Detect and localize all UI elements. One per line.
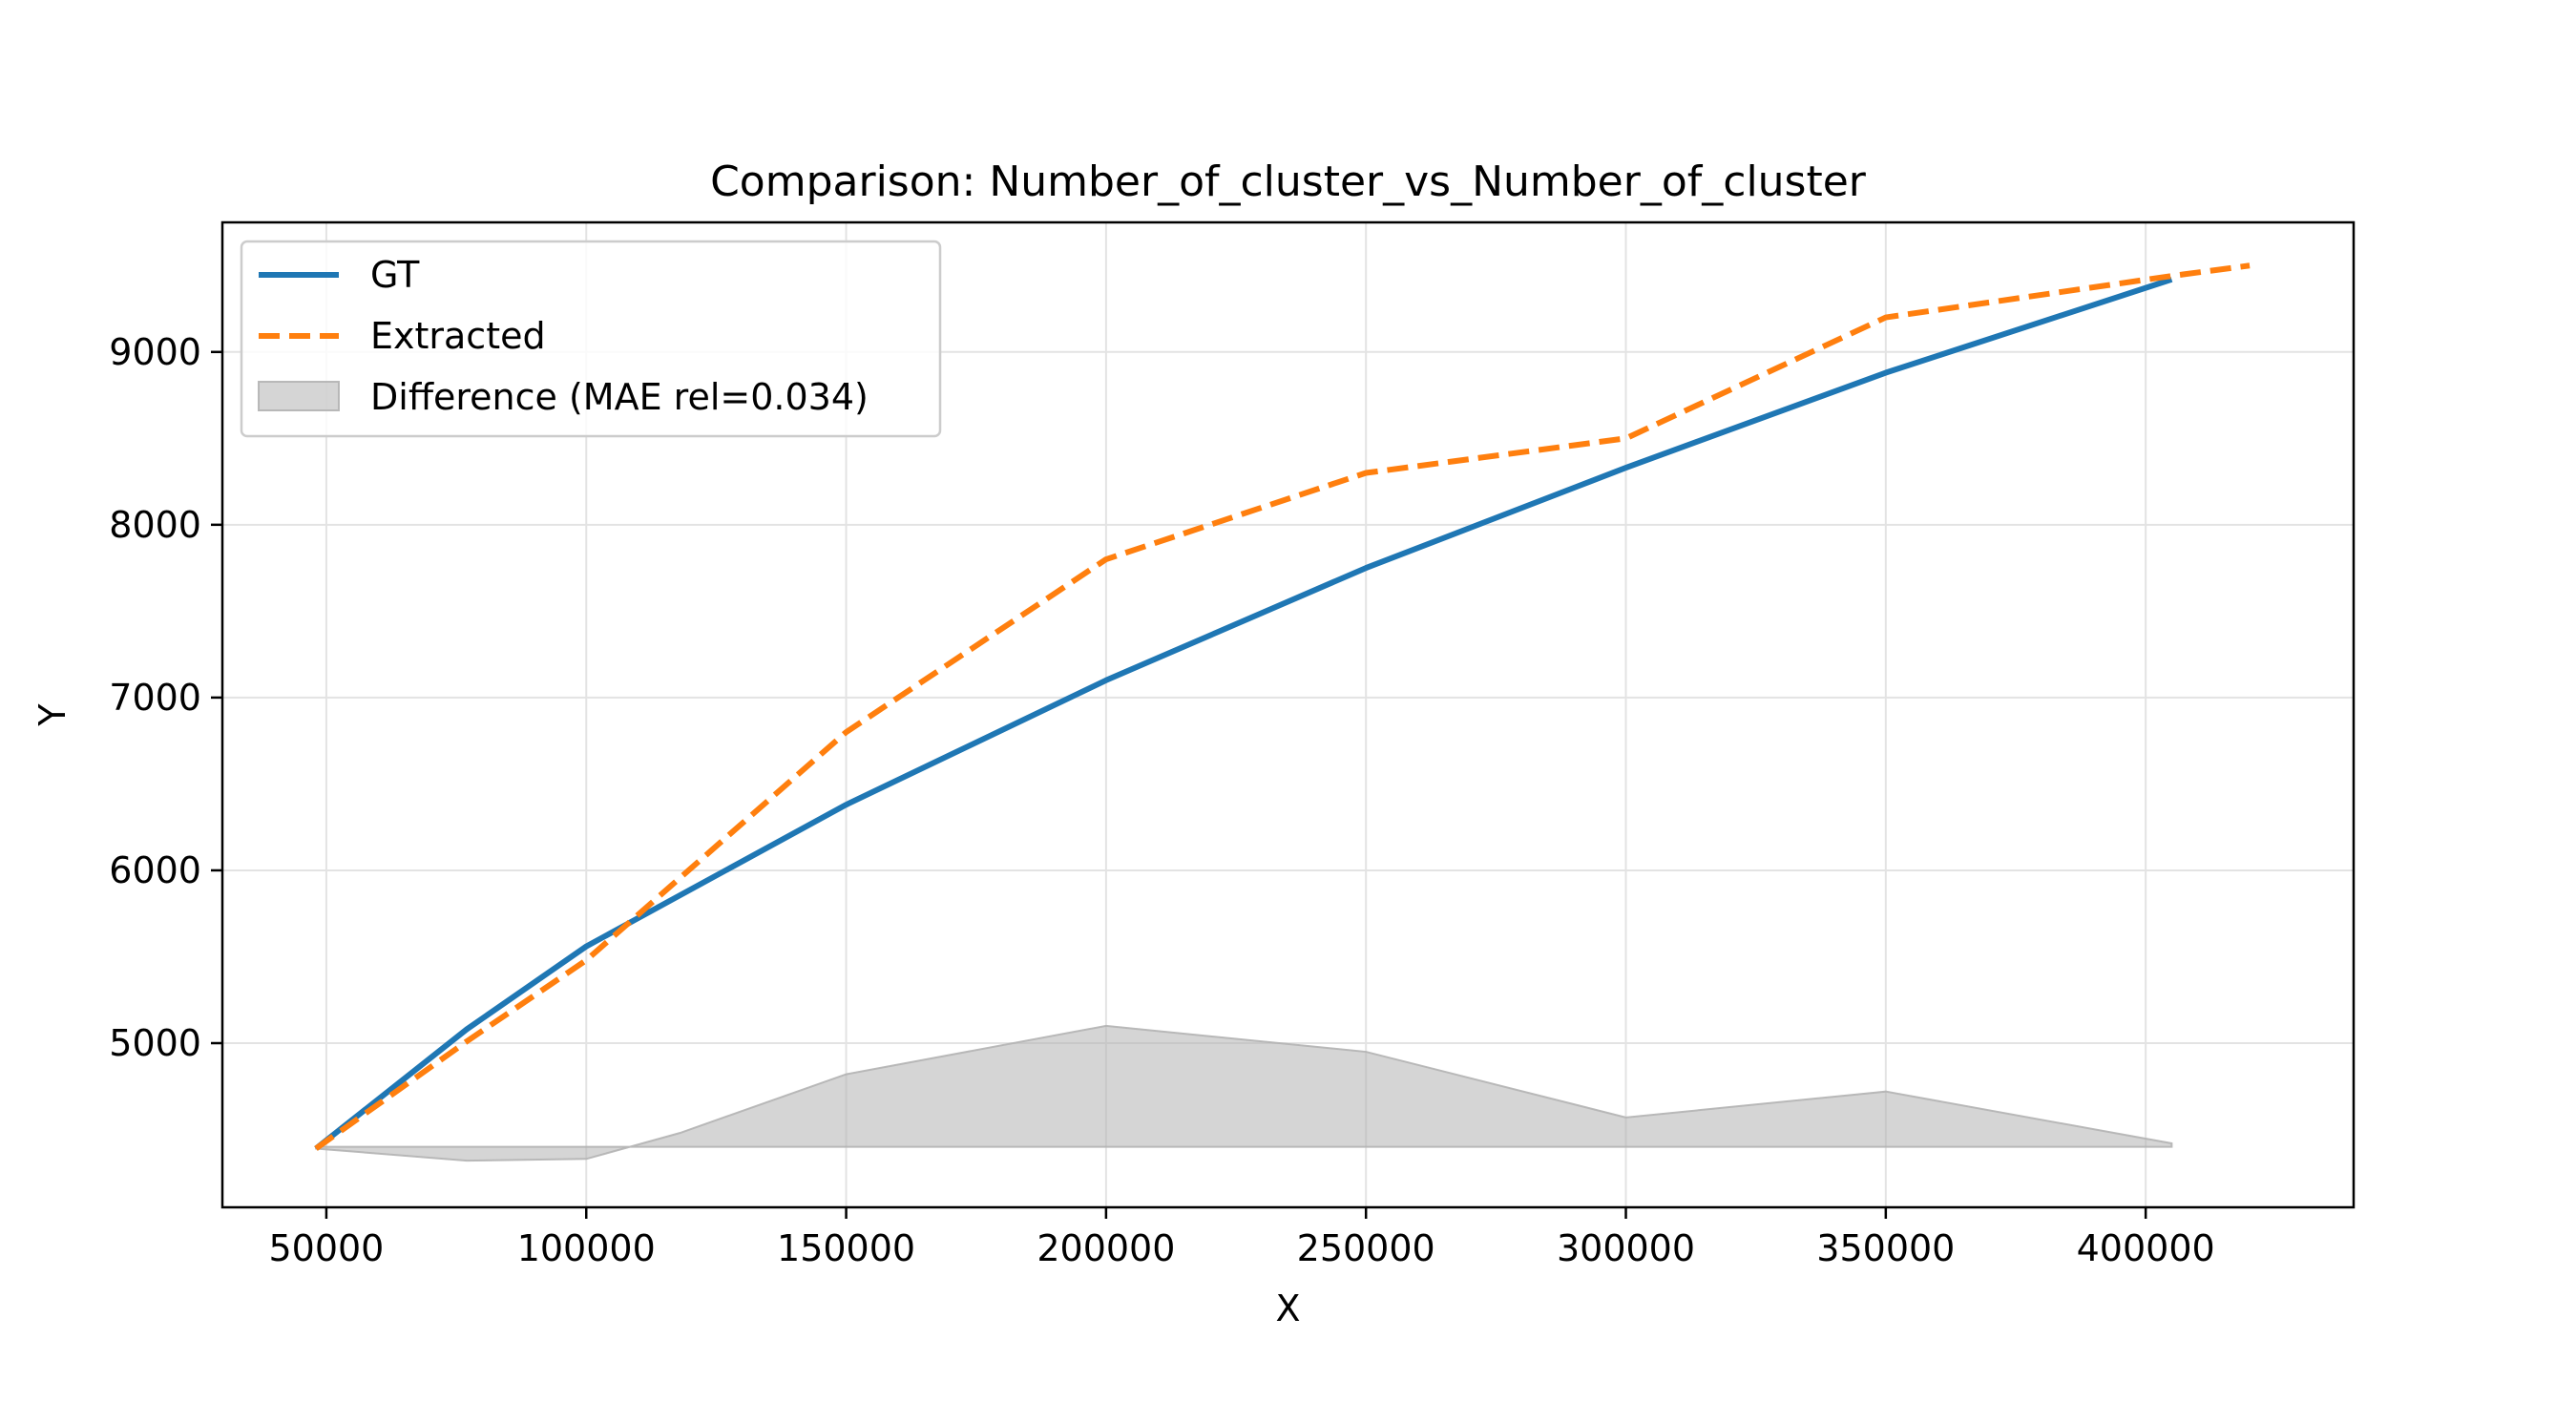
x-tick-label: 300000 <box>1557 1227 1695 1269</box>
legend: GT Extracted Difference (MAE rel=0.034) <box>240 240 942 438</box>
legend-gt-label: GT <box>370 254 420 296</box>
y-tick-label: 7000 <box>109 677 201 719</box>
x-tick-label: 200000 <box>1037 1227 1175 1269</box>
gt-series-line <box>314 276 2173 1151</box>
legend-difference-label: Difference (MAE rel=0.034) <box>370 376 869 418</box>
axis-ticks: 50000 100000 150000 200000 250000 300000 35000… <box>109 331 2214 1269</box>
x-tick-label: 250000 <box>1297 1227 1435 1269</box>
x-tick-label: 400000 <box>2077 1227 2215 1269</box>
extracted-series-line <box>314 262 2251 1151</box>
x-tick-label: 50000 <box>268 1227 384 1269</box>
legend-extracted-label: Extracted <box>370 315 546 357</box>
chart-title: Comparison: Number_of_cluster_vs_Number_… <box>710 157 1867 206</box>
y-tick-label: 9000 <box>109 331 201 373</box>
y-tick-label: 8000 <box>109 504 201 546</box>
y-tick-label: 5000 <box>109 1022 201 1064</box>
x-tick-label: 100000 <box>517 1227 656 1269</box>
legend-difference-swatch <box>258 381 340 411</box>
difference-area <box>315 1024 2173 1162</box>
legend-box <box>240 240 942 438</box>
x-tick-label: 150000 <box>777 1227 915 1269</box>
x-tick-label: 350000 <box>1816 1227 1955 1269</box>
plot-frame <box>220 220 2356 1209</box>
y-tick-label: 6000 <box>109 849 201 891</box>
difference-fill-layer <box>315 1024 2173 1162</box>
y-axis-label: Y <box>31 703 73 727</box>
series-layer <box>314 262 2251 1151</box>
x-axis-label: X <box>1275 1287 1300 1329</box>
